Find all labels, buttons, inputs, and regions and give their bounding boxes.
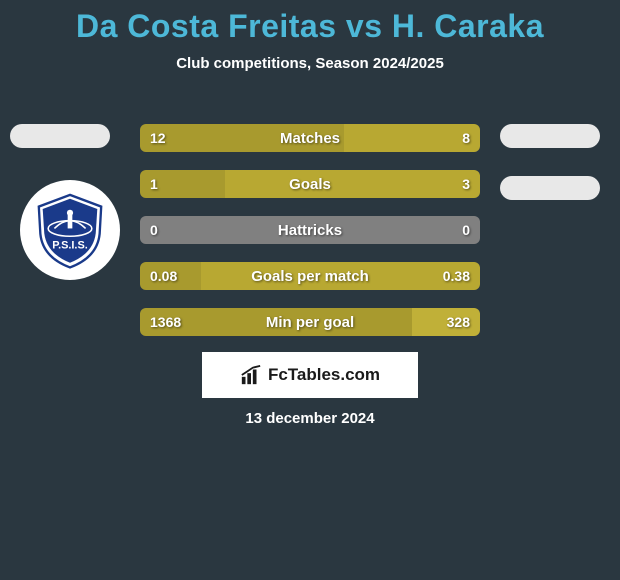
player-left-avatar [10,124,110,148]
stat-bar-right [344,124,480,152]
stat-bar-right [225,170,480,198]
player-right-avatar-2 [500,176,600,200]
stat-bar-left [140,308,412,336]
stat-bar-right [310,216,480,244]
stat-bar-left [140,216,310,244]
stat-bar-right [201,262,480,290]
brand-text: FcTables.com [268,365,380,385]
chart-icon [240,364,262,386]
stat-bar-right [412,308,480,336]
date-text: 13 december 2024 [0,410,620,427]
stat-bar-left [140,170,225,198]
player-right-avatar [500,124,600,148]
club-badge: P.S.I.S. [20,180,120,280]
brand-box: FcTables.com [202,352,418,398]
page-title: Da Costa Freitas vs H. Caraka [0,0,620,45]
stat-row: Hattricks00 [140,216,480,244]
stat-bar-left [140,124,344,152]
stats-bars: Matches128 Goals13 Hattricks00 Goals per ma… [140,124,480,354]
stat-row: Min per goal1368328 [140,308,480,336]
psis-badge-icon: P.S.I.S. [31,191,109,269]
stat-row: Matches128 [140,124,480,152]
stat-bar-left [140,262,201,290]
stat-row: Goals per match0.080.38 [140,262,480,290]
stat-row: Goals13 [140,170,480,198]
svg-text:P.S.I.S.: P.S.I.S. [52,240,88,252]
subtitle: Club competitions, Season 2024/2025 [0,55,620,72]
